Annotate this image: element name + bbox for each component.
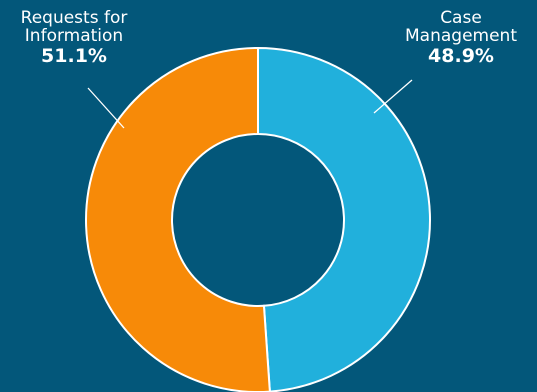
slice-requests-for-information (84, 46, 271, 392)
slice-label-line: Information (24, 26, 124, 46)
slice-label-requests-for-information: Requests for Information 51.1% (4, 9, 144, 67)
slice-label-line: Requests for (20, 8, 128, 28)
slice-label-case-management: Case Management 48.9% (386, 9, 536, 67)
leader-line-requests-for-information (87, 87, 125, 129)
slice-value-label: 51.1% (41, 45, 107, 67)
slice-label-line: Case (440, 8, 482, 28)
slice-value-label: 48.9% (428, 45, 494, 67)
leader-line-case-management (373, 79, 413, 114)
slice-case-management (257, 46, 431, 392)
slice-label-line: Management (405, 26, 517, 46)
